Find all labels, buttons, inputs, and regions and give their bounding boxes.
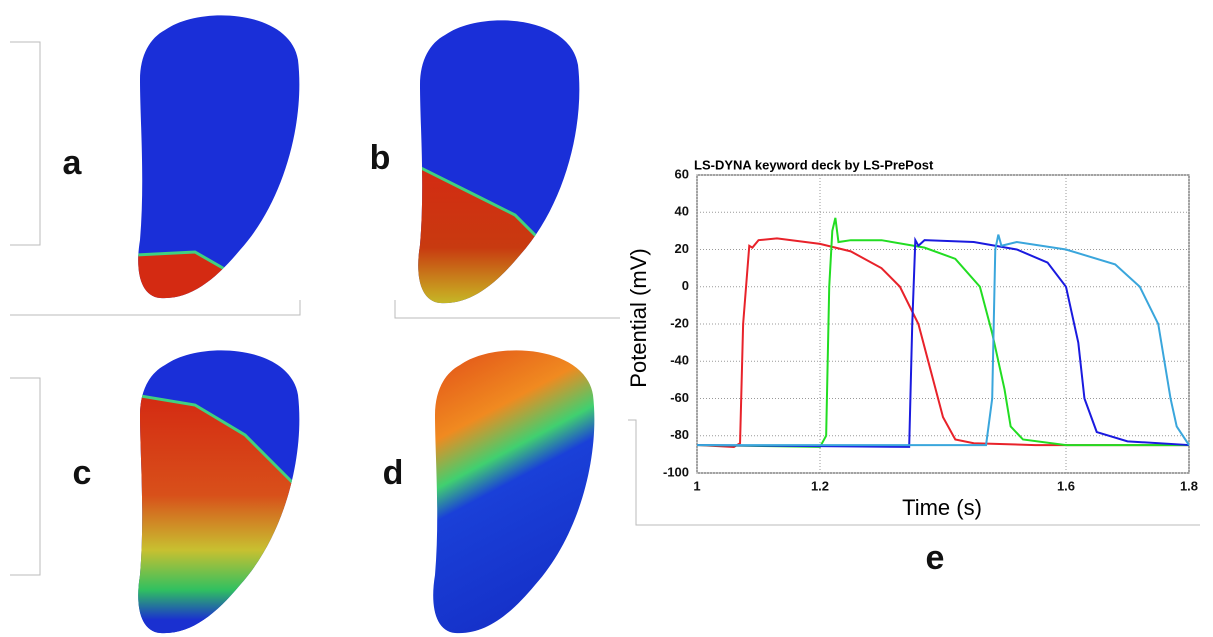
y-tick-label: 40 — [675, 204, 689, 219]
panel-label: e — [926, 539, 945, 577]
y-tick-label: -40 — [670, 353, 689, 368]
x-tick-label: 1 — [693, 478, 700, 493]
x-tick-label: 1.6 — [1057, 478, 1075, 493]
series-line — [696, 237, 1189, 448]
y-tick-label: 0 — [682, 278, 689, 293]
x-tick-label: 1.8 — [1180, 478, 1198, 493]
y-axis-label: Potential (mV) — [626, 248, 651, 387]
chart-title: LS-DYNA keyword deck by LS-PrePost — [694, 157, 934, 172]
y-tick-label: -100 — [663, 464, 689, 479]
heart-c — [138, 350, 300, 634]
heart-b — [418, 20, 580, 304]
y-tick-label: 20 — [675, 241, 689, 256]
heart-d — [433, 350, 595, 634]
series-line — [697, 234, 1190, 447]
y-tick-label: -80 — [670, 427, 689, 442]
panel-label: d — [383, 454, 404, 492]
panel-label: b — [370, 139, 391, 177]
y-tick-label: 60 — [675, 166, 689, 181]
series-line — [696, 217, 1189, 448]
y-tick-label: -60 — [670, 390, 689, 405]
y-tick-label: -20 — [670, 315, 689, 330]
x-tick-label: 1.2 — [811, 478, 829, 493]
series-line — [696, 236, 1190, 448]
panel-label: c — [73, 454, 92, 492]
heart-a — [138, 15, 300, 299]
panel-frames — [10, 41, 1200, 576]
panel-label: a — [63, 144, 83, 182]
x-axis-label: Time (s) — [902, 495, 982, 520]
